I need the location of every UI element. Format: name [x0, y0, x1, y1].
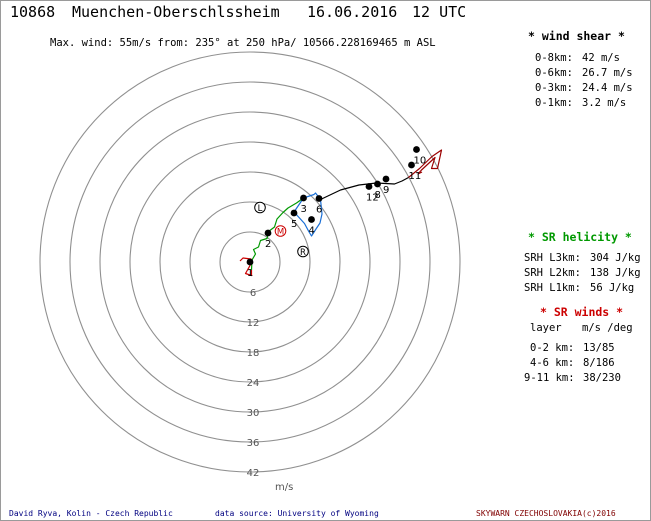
srw-9-11-value: 38/230	[583, 372, 621, 384]
ring-42	[39, 51, 461, 473]
height-marker-label-4: 4	[309, 226, 315, 237]
ring-18	[159, 171, 341, 353]
srh-l3-label: SRH L3km:	[524, 252, 581, 264]
sr-winds-head-layer: layer	[530, 322, 562, 334]
srw-4-6-label: 4-6 km:	[530, 357, 574, 369]
height-marker-5	[290, 209, 298, 217]
footer-copyright: SKYWARN CZECHOSLOVAKIA(c)2016	[476, 509, 616, 518]
height-marker-1	[246, 258, 254, 266]
ring-label-12: 12	[247, 318, 260, 329]
srw-0-2-value: 13/85	[583, 342, 615, 354]
shear-0-1-label: 0-1km:	[535, 97, 573, 109]
height-marker-6	[315, 195, 323, 202]
shear-0-3-value: 24.4 m/s	[582, 82, 633, 94]
srw-0-2-label: 0-2 km:	[530, 342, 574, 354]
ring-label-30: 30	[247, 408, 260, 419]
wind-shear-title: * wind shear *	[528, 29, 625, 43]
ring-30	[99, 111, 401, 413]
ring-label-6: 6	[250, 288, 256, 299]
trace-segment-4	[320, 176, 409, 201]
shear-0-3-label: 0-3km:	[535, 82, 573, 94]
footer-author: David Ryva, Kolin - Czech Republic	[9, 509, 173, 518]
height-marker-label-2: 2	[265, 239, 271, 250]
trace-segment-5	[408, 149, 443, 178]
srh-l1-label: SRH L1km:	[524, 282, 581, 294]
srw-9-11-label: 9-11 km:	[524, 372, 575, 384]
height-marker-label-10: 10	[414, 156, 427, 167]
ring-labels: 6 12 18 24 30 36 42	[247, 288, 260, 479]
height-marker-11	[408, 161, 415, 169]
height-marker-label-6: 6	[316, 205, 322, 216]
storm-symbol-label-M: M	[277, 227, 284, 237]
srh-l3-value: 304 J/kg	[590, 252, 641, 264]
sr-winds-head-units: m/s /deg	[582, 322, 633, 334]
speed-units-label: m/s	[275, 482, 293, 493]
footer-source: data source: University of Wyoming	[215, 509, 379, 518]
ring-label-42: 42	[247, 468, 260, 479]
ring-label-18: 18	[247, 348, 260, 359]
sr-winds-title: * SR winds *	[540, 305, 623, 319]
sounding-date: 16.06.2016	[307, 3, 397, 21]
ring-24	[129, 141, 371, 383]
height-marker-3	[300, 194, 307, 202]
height-marker-2	[264, 229, 272, 237]
storm-symbol-R	[297, 245, 309, 258]
max-wind-info: Max. wind: 55m/s from: 235° at 250 hPa/ …	[50, 37, 436, 49]
shear-0-6-label: 0-6km:	[535, 67, 573, 79]
storm-symbol-L	[254, 201, 266, 214]
srw-4-6-value: 8/186	[583, 357, 615, 369]
storm-symbol-label-R: R	[300, 248, 306, 258]
height-marker-9	[382, 175, 390, 183]
ring-12	[189, 201, 311, 323]
ring-label-24: 24	[247, 378, 260, 389]
height-marker-4	[308, 216, 315, 223]
station-name: Muenchen-Oberschlssheim	[72, 3, 280, 21]
wind-shear-panel: * wind shear * 0-8km: 42 m/s 0-6km: 26.7…	[528, 29, 633, 109]
height-marker-label-8: 8	[375, 190, 381, 201]
ring-label-36: 36	[247, 438, 260, 449]
height-marker-label-11: 11	[409, 171, 422, 182]
srh-l2-value: 138 J/kg	[590, 267, 641, 279]
trace-segment-3	[293, 192, 323, 237]
srh-l1-value: 56 J/kg	[590, 282, 634, 294]
height-marker-label-5: 5	[291, 219, 297, 230]
sr-helicity-panel: * SR helicity * SRH L3km: 304 J/kg SRH L…	[524, 230, 641, 294]
height-marker-label-9: 9	[383, 185, 389, 196]
height-marker-10	[413, 146, 420, 153]
hodograph-rings	[39, 51, 461, 473]
station-id: 10868	[10, 3, 55, 21]
height-marker-8	[374, 180, 381, 188]
hodograph-trace	[239, 149, 443, 277]
height-marker-label-1: 1	[247, 268, 253, 279]
height-marker-12	[365, 183, 373, 190]
sr-helicity-title: * SR helicity *	[528, 230, 632, 244]
storm-symbol-M	[274, 225, 287, 237]
storm-motion-symbols: L M R	[254, 201, 309, 258]
shear-0-6-value: 26.7 m/s	[582, 67, 633, 79]
shear-0-8-label: 0-8km:	[535, 52, 573, 64]
srh-l2-label: SRH L2km:	[524, 267, 581, 279]
ring-36	[69, 81, 431, 443]
sr-winds-panel: * SR winds * layer m/s /deg 0-2 km: 13/8…	[524, 305, 633, 384]
storm-symbol-label-L: L	[258, 204, 263, 214]
trace-segment-1	[239, 257, 253, 277]
shear-0-1-value: 3.2 m/s	[582, 97, 626, 109]
ring-6	[219, 231, 281, 293]
sounding-time: 12 UTC	[412, 3, 466, 21]
height-marker-label-12: 12	[366, 193, 379, 204]
shear-0-8-value: 42 m/s	[582, 52, 620, 64]
height-marker-label-3: 3	[301, 204, 307, 215]
